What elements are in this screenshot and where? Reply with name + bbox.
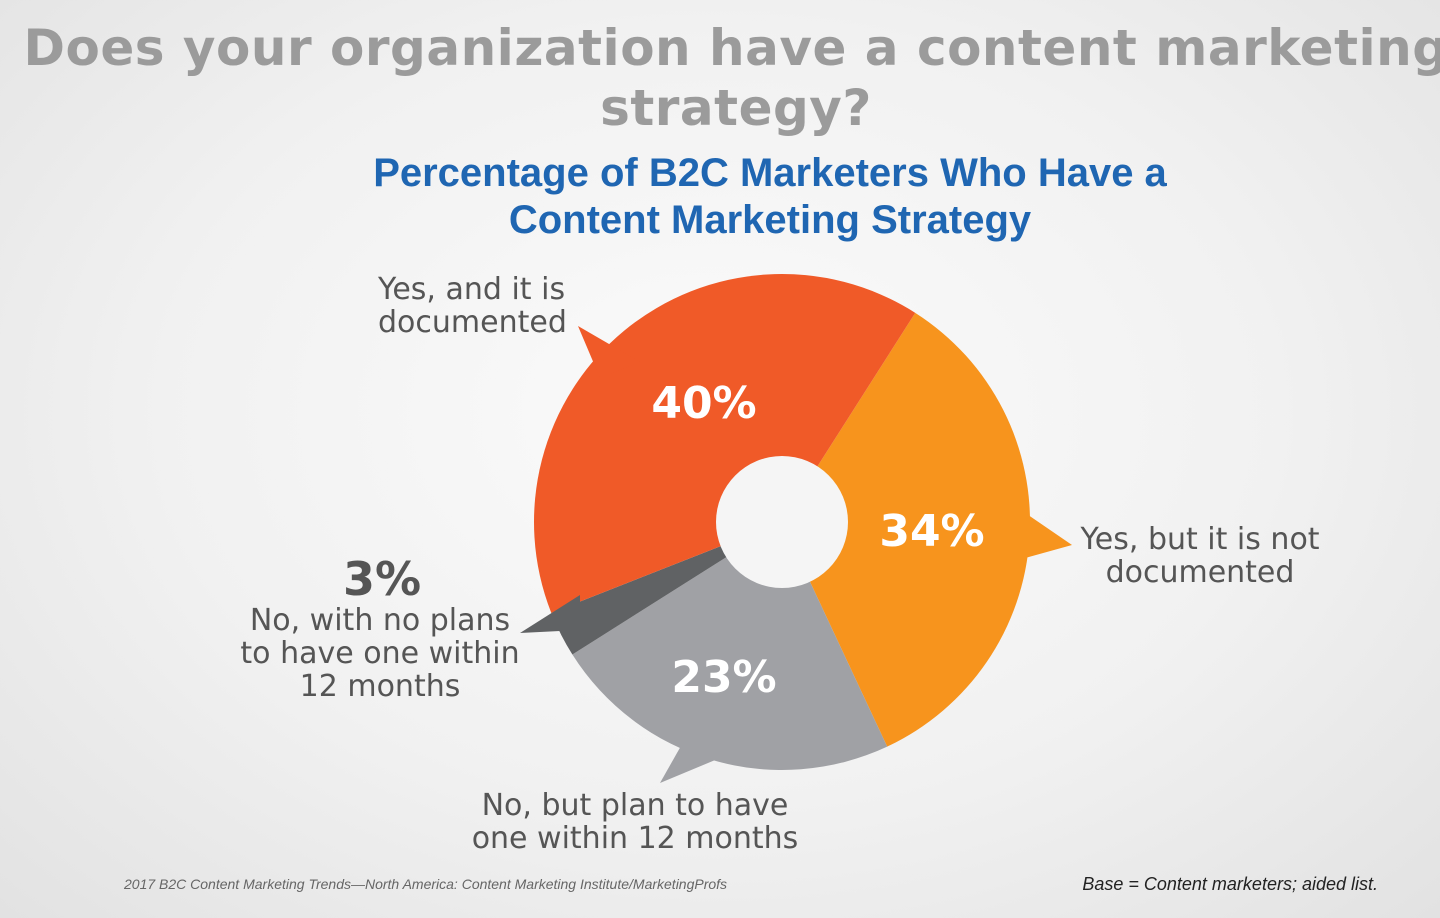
slice-no-plans [551, 522, 782, 655]
slice-plan-to-have-pointer [660, 730, 720, 783]
slice-label-documented: Yes, and it is documented [378, 272, 567, 340]
slice-value-no-plans-outside: 3% [342, 552, 422, 606]
donut-hole [716, 456, 848, 588]
slice-not-documented-pointer [1018, 508, 1072, 560]
slice-no-plans-pointer [520, 595, 580, 633]
slice-label-no-plans: No, with no plans to have one within 12 … [240, 603, 520, 704]
slice-documented-pointer [578, 326, 640, 378]
source-note: 2017 B2C Content Marketing Trends—North … [124, 876, 728, 892]
slice-plan-to-have [572, 522, 888, 770]
slice-not-documented-value: 34% [879, 506, 984, 557]
slice-plan-to-have-value: 23% [671, 652, 776, 703]
slice-label-not-documented: Yes, but it is not documented [1080, 522, 1320, 590]
chart-title: Percentage of B2C Marketers Who Have a C… [373, 151, 1167, 242]
slice-not-documented [782, 312, 1030, 747]
base-note: Base = Content marketers; aided list. [1082, 874, 1378, 894]
slice-documented-value: 40% [651, 378, 756, 429]
slice-label-plan-to-have: No, but plan to have one within 12 month… [471, 788, 799, 856]
page-title: Does your organization have a content ma… [23, 19, 1440, 137]
